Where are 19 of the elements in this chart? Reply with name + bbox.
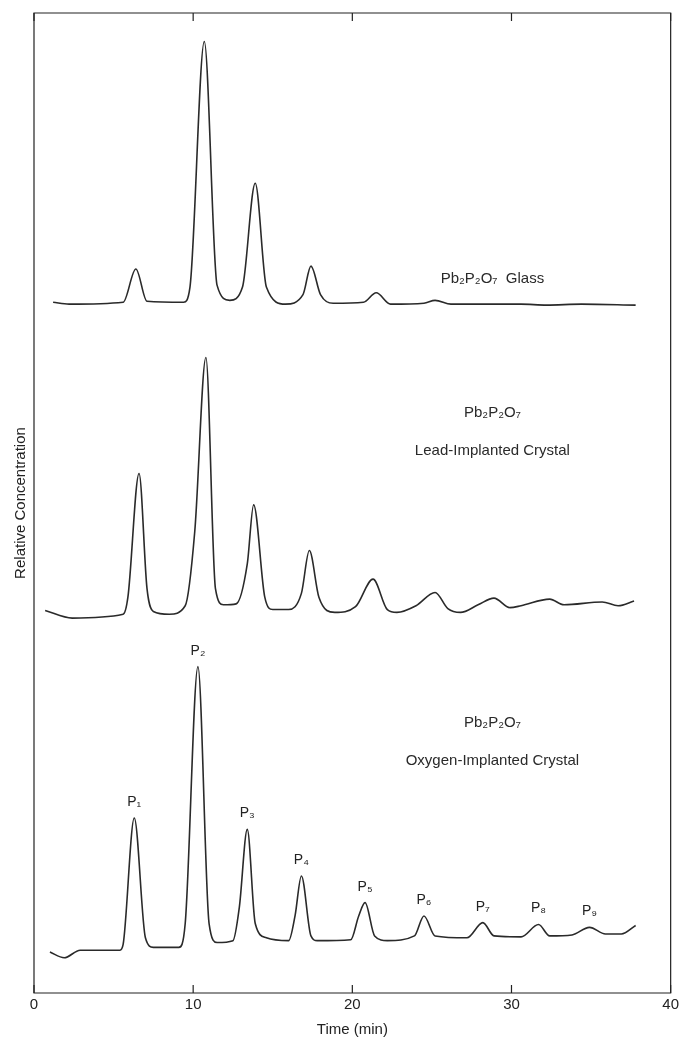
annotation: P₉ (582, 902, 597, 919)
annotation: P₈ (530, 899, 547, 916)
x-tick-label: 10 (184, 995, 202, 1013)
x-axis-title: Time (min) (316, 1020, 388, 1038)
text: Pb₂P₂O₇ Lead-Implanted Crystal (414, 403, 570, 459)
annotation: P₃ (239, 804, 255, 821)
annotation: P₅ (357, 877, 373, 894)
x-tick-label: 30 (503, 995, 520, 1013)
annotation: P₂ (190, 641, 206, 658)
annotation: P₁ (127, 792, 142, 809)
annotation: P₄ (293, 850, 310, 867)
text: Pb₂P₂O₇ Oxygen-Implanted Crystal (405, 712, 580, 768)
annotation: P₇ (475, 897, 491, 914)
x-tick-label: 20 (343, 995, 361, 1013)
y-axis-title: Relative Concentration (11, 427, 29, 579)
x-tick-label: 0 (29, 995, 39, 1013)
annotation: P₆ (416, 890, 432, 907)
x-tick-label: 40 (662, 995, 679, 1013)
series-label: Pb₂P₂O₇ Glass (440, 269, 545, 287)
